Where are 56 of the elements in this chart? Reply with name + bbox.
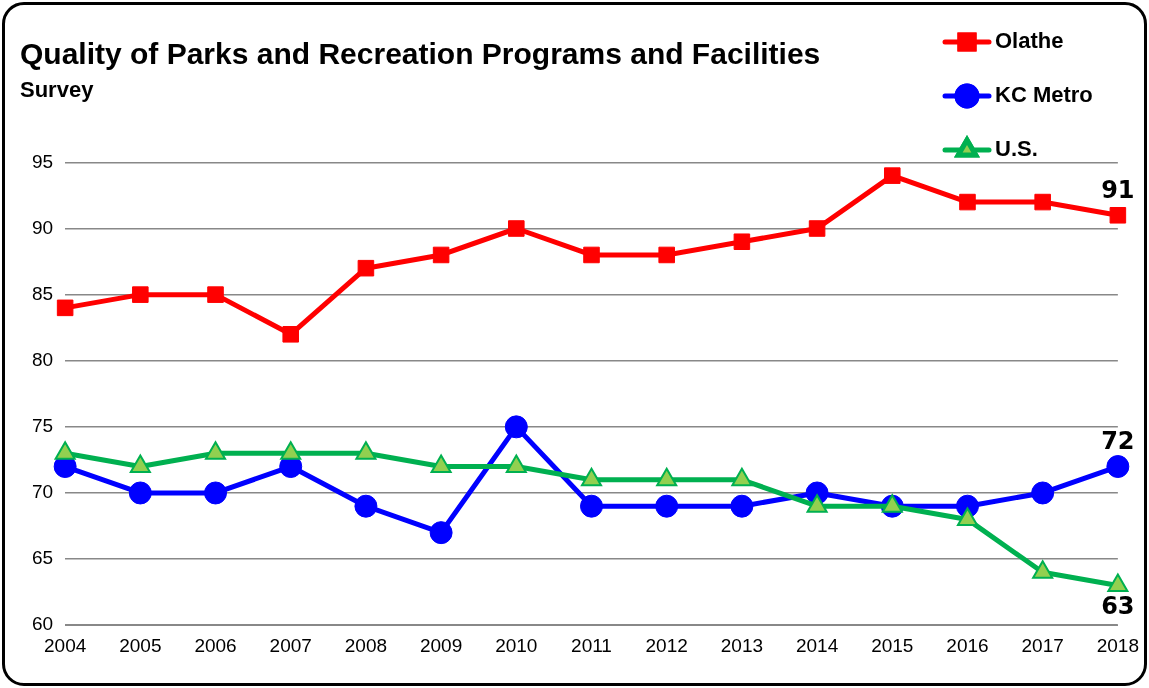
point — [733, 233, 751, 251]
x-tick-label: 2012 — [645, 634, 688, 656]
x-tick-label: 2005 — [119, 634, 162, 656]
y-tick-label: 95 — [31, 150, 54, 172]
point — [884, 167, 901, 184]
point — [508, 220, 525, 237]
point — [658, 246, 675, 264]
legend-label: Olathe — [995, 28, 1064, 54]
point — [808, 220, 826, 237]
point — [583, 246, 600, 264]
point — [204, 481, 228, 505]
point — [357, 259, 375, 277]
y-tick-label: 85 — [31, 282, 54, 304]
x-tick-label: 2011 — [571, 634, 612, 656]
point — [1109, 207, 1127, 224]
legend-label: KC Metro — [995, 82, 1093, 108]
chart-subtitle: Survey — [20, 77, 95, 103]
point — [56, 299, 74, 317]
point — [730, 494, 754, 518]
x-tick-label: 2013 — [720, 634, 764, 656]
x-tick-label: 2016 — [946, 634, 989, 656]
point — [207, 286, 224, 303]
y-tick-label: 70 — [31, 481, 54, 503]
chart-title: Quality of Parks and Recreation Programs and Facilities — [20, 37, 821, 71]
x-tick-label: 2010 — [495, 634, 538, 656]
point — [504, 415, 528, 439]
y-tick-label: 80 — [31, 348, 54, 370]
x-tick-label: 2014 — [795, 634, 839, 656]
point — [128, 481, 152, 505]
point — [132, 286, 149, 303]
y-tick-label: 60 — [31, 613, 54, 635]
point — [580, 494, 603, 518]
legend-label: U.S. — [995, 136, 1038, 162]
y-tick-label: 75 — [31, 415, 54, 437]
point — [1106, 455, 1130, 479]
data-label: 72 — [1101, 426, 1135, 455]
x-tick-label: 2004 — [43, 634, 87, 656]
point — [1034, 193, 1051, 211]
x-tick-label: 2006 — [194, 634, 237, 656]
x-tick-label: 2008 — [344, 634, 388, 656]
point — [429, 521, 453, 545]
point — [655, 494, 679, 518]
data-label: 63 — [1101, 591, 1135, 620]
point — [432, 246, 450, 264]
x-tick-label: 2009 — [419, 634, 463, 656]
x-tick-label: 2007 — [269, 634, 312, 656]
data-label: 91 — [1101, 175, 1135, 204]
point — [1031, 481, 1055, 505]
y-tick-label: 90 — [31, 216, 54, 238]
x-tick-label: 2017 — [1021, 634, 1064, 656]
x-tick-label: 2018 — [1096, 634, 1140, 656]
point — [354, 494, 378, 518]
point — [959, 193, 976, 211]
y-tick-label: 65 — [31, 547, 54, 569]
point — [282, 326, 299, 343]
x-tick-label: 2015 — [871, 634, 914, 656]
